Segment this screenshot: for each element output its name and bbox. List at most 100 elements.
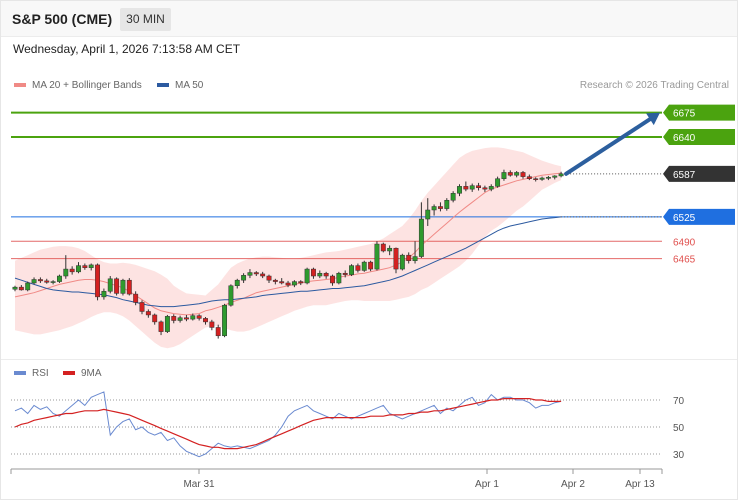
candle-body [368,261,374,270]
candle-body [304,268,310,284]
candle-body [209,321,215,328]
candle-body [69,268,75,273]
candle-body [145,311,151,316]
legend-ma20: MA 20 + Bollinger Bands [14,80,142,91]
rsi-swatch [14,371,26,376]
price-tag-6525 [663,208,735,225]
candle-body [101,291,107,298]
candle-body [298,281,304,284]
candle-body [158,321,164,332]
candle-body [279,281,285,284]
rsi-ma-line [14,398,562,450]
candle-body [330,275,335,284]
candle-body [272,279,278,282]
chart-datetime: Wednesday, April 1, 2026 7:13:58 AM CET [13,42,241,56]
ma20-swatch [14,83,26,88]
candle-body [184,317,189,320]
candle-body [171,316,177,321]
candle-body [37,279,43,282]
candle-body [380,243,386,252]
candle-body [63,268,69,277]
price-label-6465: 6465 [673,255,696,266]
candle-body [190,315,196,320]
rsi-ma-legend-label: 9MA [81,368,102,379]
ma20-legend-label: MA 20 + Bollinger Bands [32,80,142,91]
candle-body [120,279,126,294]
candle-body [450,193,456,201]
price-tag-6675 [663,104,735,121]
candle-body [76,265,81,273]
candle-body [44,280,50,283]
candle-body [203,318,208,323]
candle-body [152,314,158,323]
timeframe-badge[interactable]: 30 MIN [120,8,171,31]
candle-body [177,317,183,321]
candle-body [336,272,342,284]
rsi-legend-label: RSI [32,368,49,379]
price-label-6587: 6587 [673,170,696,181]
candle-body [425,209,431,220]
candle-body [514,172,520,176]
candle-body [444,200,450,209]
candle-body [247,272,253,276]
candle-body [463,186,469,190]
legend-ma50: MA 50 [157,80,203,91]
legend-rsi: RSI [14,368,49,379]
candle-body [488,186,494,190]
candle-body [260,273,266,277]
candle-body [241,275,247,281]
candle-body [399,254,405,270]
candle-body [317,272,323,277]
candle-body [349,265,355,275]
ma50-legend-label: MA 50 [175,80,204,91]
candle-body [374,243,380,270]
candle-body [552,175,558,178]
candle-body [545,177,551,179]
price-label-6490: 6490 [673,237,696,248]
candle-body [482,187,488,190]
candle-body [457,186,462,194]
candle-body [291,281,297,286]
candle-body [520,172,526,177]
bollinger-band-area [15,147,562,349]
candle-body [469,185,475,190]
rsi-tick-70: 70 [673,396,685,407]
candle-body [253,272,259,275]
candle-body [88,264,94,268]
candle-body [266,275,272,281]
time-tick-label: Mar 31 [183,479,215,490]
time-tick-label: Apr 2 [561,479,585,490]
candle-body [234,279,240,286]
candle-body [228,285,234,306]
rsi-line [14,391,562,458]
legend-rsi-ma: 9MA [63,368,102,379]
candle-body [164,316,170,332]
price-tag-6587 [663,165,735,182]
candle-body [495,178,501,187]
candle-body [82,265,88,268]
candle-body [311,268,316,277]
price-tag-6640 [663,129,735,146]
candle-body [387,247,393,252]
candle-body [215,327,221,337]
candle-body [412,256,418,261]
rsi-tick-50: 50 [673,423,685,434]
candle-body [139,302,145,312]
candle-body [558,173,564,177]
candle-body [431,206,437,211]
candle-body [418,218,424,257]
candle-body [222,304,228,337]
ma50-swatch [157,83,169,88]
candle-body [95,264,100,298]
candle-body [133,293,139,303]
copyright-text: Research © 2026 Trading Central [579,80,729,91]
candle-body [361,261,367,271]
candle-body [107,278,113,292]
candle-body [526,176,532,179]
candle-body [501,172,507,179]
candle-body [196,315,202,319]
candle-body [285,282,291,286]
candle-body [31,279,37,284]
candle-body [50,281,56,283]
